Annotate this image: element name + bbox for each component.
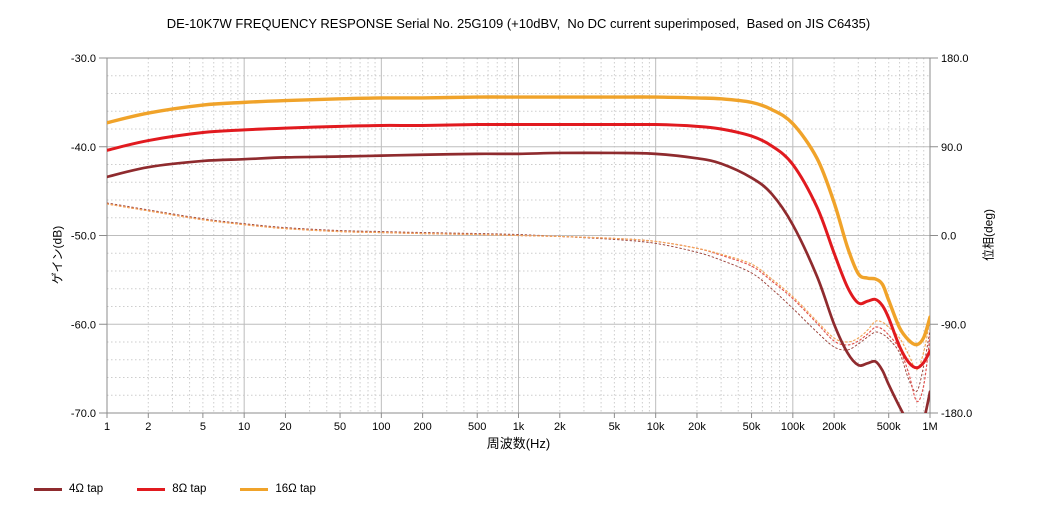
x-tick-label: 2k <box>554 421 566 433</box>
legend-line-swatch <box>34 487 62 491</box>
x-tick-label: 5 <box>200 421 206 433</box>
y-right-tick-label: 0.0 <box>941 231 956 243</box>
legend-label: 16Ω tap <box>275 483 316 495</box>
x-tick-label: 1M <box>922 421 937 433</box>
legend-item: 16Ω tap <box>240 483 316 495</box>
phase-curve-4tapphase <box>107 202 930 393</box>
x-tick-label: 100 <box>372 421 390 433</box>
y-left-tick-label: -60.0 <box>71 319 96 331</box>
y-left-tick-label: -40.0 <box>71 142 96 154</box>
legend: 4Ω tap 8Ω tap 16Ω tap <box>34 483 350 495</box>
y-right-tick-label: -90.0 <box>941 319 966 331</box>
x-tick-label: 10k <box>647 421 665 433</box>
x-tick-label: 100k <box>781 421 805 433</box>
x-tick-label: 1 <box>104 421 110 433</box>
x-tick-label: 1k <box>513 421 525 433</box>
x-tick-label: 2 <box>145 421 151 433</box>
y-left-tick-label: -70.0 <box>71 408 96 420</box>
x-tick-label: 10 <box>238 421 250 433</box>
y-right-tick-label: 90.0 <box>941 142 962 154</box>
legend-item: 8Ω tap <box>137 483 206 495</box>
legend-item: 4Ω tap <box>34 483 103 495</box>
phase-curve-16tapphase <box>107 203 930 371</box>
y-left-tick-label: -50.0 <box>71 231 96 243</box>
gain-curve-4tap <box>107 151 930 413</box>
x-tick-label: 20k <box>688 421 706 433</box>
y-left-tick-label: -30.0 <box>71 53 96 65</box>
chart-title: DE-10K7W FREQUENCY RESPONSE Serial No. 2… <box>166 16 871 31</box>
x-tick-label: 50 <box>334 421 346 433</box>
gain-curve-8tap <box>107 122 930 370</box>
x-tick-label: 20 <box>279 421 291 433</box>
x-tick-label: 200k <box>822 421 846 433</box>
x-tick-label: 5k <box>609 421 621 433</box>
legend-label: 4Ω tap <box>69 483 104 495</box>
gain-curve-16tap <box>107 95 930 347</box>
legend-line-swatch <box>240 487 269 491</box>
y-right-tick-label: -180.0 <box>941 408 972 420</box>
x-tick-label: 500 <box>468 421 486 433</box>
y-right-tick-label: 180.0 <box>941 53 969 65</box>
x-tick-label: 200 <box>413 421 431 433</box>
legend-line-swatch <box>137 487 166 491</box>
x-tick-label: 50k <box>743 421 761 433</box>
legend-label: 8Ω tap <box>172 483 207 495</box>
y-axis-right-title: 位相(deg) <box>981 208 996 262</box>
x-tick-label: 500k <box>877 421 901 433</box>
x-axis-title: 周波数(Hz) <box>486 436 551 451</box>
y-axis-left-title: ゲイン(dB) <box>50 225 65 285</box>
